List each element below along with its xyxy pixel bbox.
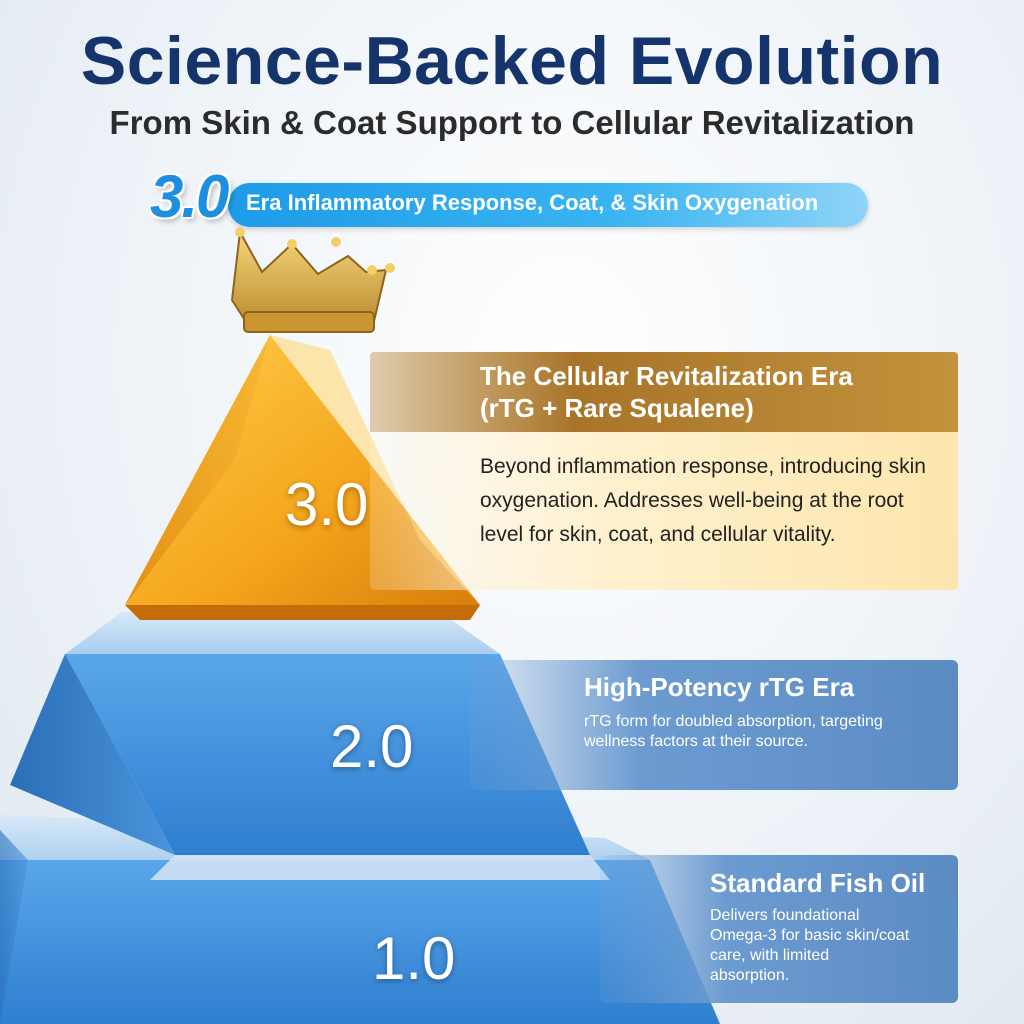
tier-2-number: 2.0 [330,713,414,780]
tier-2-title: High-Potency rTG Era [584,672,855,702]
tier-1-title: Standard Fish Oil [710,868,926,898]
era-banner-text: Era Inflammatory Response, Coat, & Skin … [246,190,819,215]
tier-1-card [600,855,958,1003]
era-banner [228,183,868,227]
tier-2-card [470,660,958,790]
tier-2-block [10,612,610,880]
page-subtitle: From Skin & Coat Support to Cellular Rev… [109,104,915,141]
tier-1-number: 1.0 [372,925,456,992]
tier-3-description: Beyond inflammation response, introducin… [480,455,926,546]
tier-1-description: Delivers foundational Omega-3 for basic … [710,907,910,984]
tier-3-number: 3.0 [285,471,369,538]
tier-3-title-line2: (rTG + Rare Squalene) [480,393,754,423]
tier-3-title: The Cellular Revitalization Era (rTG + R… [480,360,940,424]
era-badge: 3.0 [150,163,229,230]
tier-3-title-line1: The Cellular Revitalization Era [480,361,853,391]
page-title: Science-Backed Evolution [80,23,944,99]
crown-icon [230,227,395,333]
tier-3-card-header [370,352,958,432]
tier-2-description: rTG form for doubled absorption, targeti… [584,713,883,750]
